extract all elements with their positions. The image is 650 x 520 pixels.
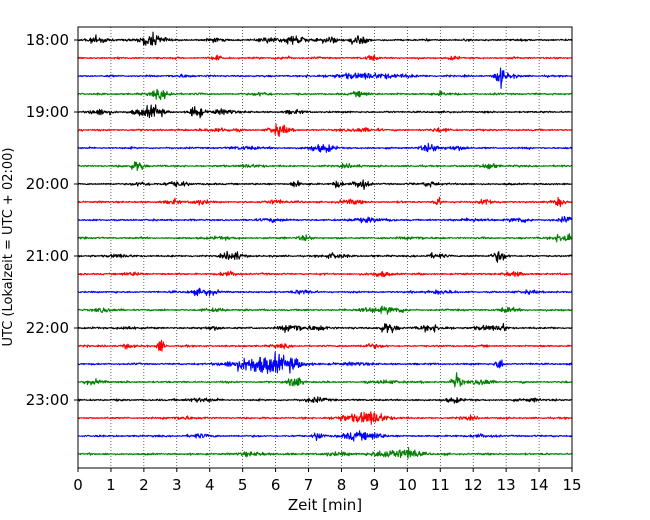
x-tick-label: 7 [304,476,314,494]
x-tick-label: 8 [337,476,347,494]
x-tick-label: 11 [431,476,450,494]
y-tick-label: 22:00 [26,319,69,337]
trace-2030 [77,215,573,224]
trace-2145 [77,305,573,315]
trace-2345 [77,447,573,459]
trace-2115 [77,270,573,278]
trace-2215 [77,339,573,352]
x-tick-label: 0 [73,476,83,494]
trace-2330 [77,430,573,442]
trace-1800 [77,31,573,46]
trace-1830 [77,67,573,89]
y-axis-label: UTC (Lokalzeit = UTC + 02:00) [1,148,16,347]
x-tick-label: 5 [238,476,248,494]
x-tick-label: 6 [271,476,281,494]
y-tick-label: 19:00 [26,103,69,121]
trace-2100 [77,250,573,263]
trace-1815 [77,54,573,61]
x-tick-label: 1 [106,476,116,494]
y-tick-label: 18:00 [26,31,69,49]
y-tick-label: 21:00 [26,247,69,265]
plot-frame [77,26,573,469]
trace-2315 [77,411,573,425]
x-tick-label: 14 [530,476,549,494]
trace-2200 [77,322,573,334]
x-tick-label: 10 [398,476,417,494]
trace-1845 [77,88,573,101]
x-axis-label: Zeit [min] [288,496,362,514]
trace-2230 [77,351,573,374]
x-tick-label: 12 [464,476,483,494]
trace-2045 [77,233,573,243]
x-tick-label: 15 [562,476,581,494]
x-tick-label: 2 [139,476,149,494]
trace-2300 [77,396,573,404]
x-tick-label: 9 [370,476,380,494]
y-axis: 18:00 19:00 20:00 21:00 22:00 23:00 [26,31,78,409]
x-tick-label: 13 [497,476,516,494]
trace-1930 [77,142,573,153]
x-axis: 0 1 2 3 4 5 6 7 8 9 10 11 12 13 14 15 [73,468,582,494]
x-tick-label: 3 [172,476,182,494]
y-tick-label: 23:00 [26,391,69,409]
trace-2000 [77,179,573,191]
x-tick-label: 4 [205,476,215,494]
trace-1945 [77,161,573,172]
y-tick-label: 20:00 [26,175,69,193]
trace-2245 [77,372,573,388]
trace-1900 [77,104,573,119]
trace-1915 [77,123,573,138]
trace-2015 [77,196,573,208]
trace-2130 [77,287,573,297]
trace-group [77,31,573,459]
